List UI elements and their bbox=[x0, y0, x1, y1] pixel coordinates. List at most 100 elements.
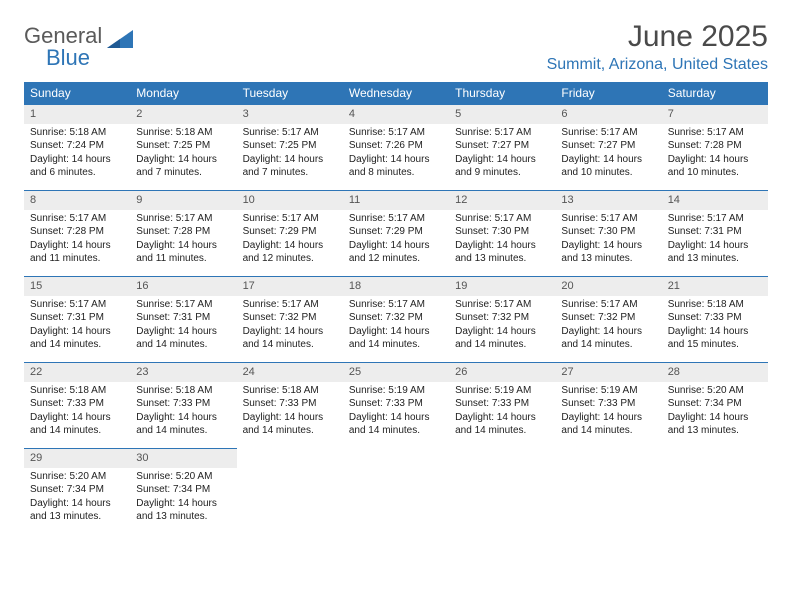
sunrise-line: Sunrise: 5:17 AM bbox=[561, 212, 655, 226]
day-number: 22 bbox=[24, 362, 130, 382]
logo: General Blue bbox=[24, 26, 133, 68]
sunset-line: Sunset: 7:30 PM bbox=[561, 225, 655, 239]
day-number: 1 bbox=[24, 104, 130, 124]
day-number: 5 bbox=[449, 104, 555, 124]
daylight-line: Daylight: 14 hours and 14 minutes. bbox=[455, 411, 549, 438]
calendar-week-row: 1Sunrise: 5:18 AMSunset: 7:24 PMDaylight… bbox=[24, 104, 768, 190]
day-cell: 8Sunrise: 5:17 AMSunset: 7:28 PMDaylight… bbox=[24, 190, 130, 276]
calendar-week-row: 22Sunrise: 5:18 AMSunset: 7:33 PMDayligh… bbox=[24, 362, 768, 448]
day-details: Sunrise: 5:20 AMSunset: 7:34 PMDaylight:… bbox=[30, 470, 124, 524]
calendar-table: SundayMondayTuesdayWednesdayThursdayFrid… bbox=[24, 82, 768, 534]
day-number: 29 bbox=[24, 448, 130, 468]
daylight-line: Daylight: 14 hours and 13 minutes. bbox=[136, 497, 230, 524]
daylight-line: Daylight: 14 hours and 14 minutes. bbox=[349, 411, 443, 438]
daylight-line: Daylight: 14 hours and 14 minutes. bbox=[136, 325, 230, 352]
sunrise-line: Sunrise: 5:17 AM bbox=[243, 298, 337, 312]
sunrise-line: Sunrise: 5:17 AM bbox=[349, 298, 443, 312]
sunrise-line: Sunrise: 5:17 AM bbox=[243, 212, 337, 226]
day-cell: 15Sunrise: 5:17 AMSunset: 7:31 PMDayligh… bbox=[24, 276, 130, 362]
day-number: 17 bbox=[237, 276, 343, 296]
sunset-line: Sunset: 7:25 PM bbox=[243, 139, 337, 153]
day-number: 28 bbox=[662, 362, 768, 382]
sunrise-line: Sunrise: 5:18 AM bbox=[668, 298, 762, 312]
sunset-line: Sunset: 7:25 PM bbox=[136, 139, 230, 153]
sunset-line: Sunset: 7:31 PM bbox=[136, 311, 230, 325]
daylight-line: Daylight: 14 hours and 14 minutes. bbox=[561, 411, 655, 438]
empty-day-cell bbox=[343, 448, 449, 534]
day-details: Sunrise: 5:17 AMSunset: 7:30 PMDaylight:… bbox=[561, 212, 655, 266]
sunset-line: Sunset: 7:32 PM bbox=[243, 311, 337, 325]
day-number: 11 bbox=[343, 190, 449, 210]
sunset-line: Sunset: 7:32 PM bbox=[561, 311, 655, 325]
day-cell: 20Sunrise: 5:17 AMSunset: 7:32 PMDayligh… bbox=[555, 276, 661, 362]
daylight-line: Daylight: 14 hours and 7 minutes. bbox=[136, 153, 230, 180]
day-number: 8 bbox=[24, 190, 130, 210]
day-number: 27 bbox=[555, 362, 661, 382]
sunset-line: Sunset: 7:34 PM bbox=[30, 483, 124, 497]
daylight-line: Daylight: 14 hours and 14 minutes. bbox=[30, 325, 124, 352]
empty-day-cell bbox=[555, 448, 661, 534]
day-cell: 30Sunrise: 5:20 AMSunset: 7:34 PMDayligh… bbox=[130, 448, 236, 534]
day-details: Sunrise: 5:18 AMSunset: 7:25 PMDaylight:… bbox=[136, 126, 230, 180]
sunset-line: Sunset: 7:34 PM bbox=[136, 483, 230, 497]
sunrise-line: Sunrise: 5:18 AM bbox=[30, 384, 124, 398]
day-number: 10 bbox=[237, 190, 343, 210]
day-cell: 17Sunrise: 5:17 AMSunset: 7:32 PMDayligh… bbox=[237, 276, 343, 362]
sunrise-line: Sunrise: 5:20 AM bbox=[136, 470, 230, 484]
day-cell: 18Sunrise: 5:17 AMSunset: 7:32 PMDayligh… bbox=[343, 276, 449, 362]
daylight-line: Daylight: 14 hours and 13 minutes. bbox=[668, 411, 762, 438]
sunrise-line: Sunrise: 5:17 AM bbox=[455, 298, 549, 312]
day-details: Sunrise: 5:17 AMSunset: 7:31 PMDaylight:… bbox=[136, 298, 230, 352]
day-number: 25 bbox=[343, 362, 449, 382]
day-details: Sunrise: 5:18 AMSunset: 7:33 PMDaylight:… bbox=[30, 384, 124, 438]
sunrise-line: Sunrise: 5:18 AM bbox=[136, 384, 230, 398]
sunset-line: Sunset: 7:28 PM bbox=[668, 139, 762, 153]
sunrise-line: Sunrise: 5:17 AM bbox=[455, 212, 549, 226]
day-details: Sunrise: 5:20 AMSunset: 7:34 PMDaylight:… bbox=[668, 384, 762, 438]
sunset-line: Sunset: 7:29 PM bbox=[243, 225, 337, 239]
sunrise-line: Sunrise: 5:18 AM bbox=[243, 384, 337, 398]
daylight-line: Daylight: 14 hours and 13 minutes. bbox=[30, 497, 124, 524]
day-details: Sunrise: 5:17 AMSunset: 7:31 PMDaylight:… bbox=[30, 298, 124, 352]
sunrise-line: Sunrise: 5:17 AM bbox=[30, 298, 124, 312]
day-number: 13 bbox=[555, 190, 661, 210]
day-number: 20 bbox=[555, 276, 661, 296]
daylight-line: Daylight: 14 hours and 14 minutes. bbox=[561, 325, 655, 352]
day-cell: 19Sunrise: 5:17 AMSunset: 7:32 PMDayligh… bbox=[449, 276, 555, 362]
daylight-line: Daylight: 14 hours and 11 minutes. bbox=[30, 239, 124, 266]
sunrise-line: Sunrise: 5:19 AM bbox=[349, 384, 443, 398]
day-number: 9 bbox=[130, 190, 236, 210]
day-number: 3 bbox=[237, 104, 343, 124]
day-cell: 6Sunrise: 5:17 AMSunset: 7:27 PMDaylight… bbox=[555, 104, 661, 190]
day-of-week-header: Sunday bbox=[24, 82, 130, 104]
sunrise-line: Sunrise: 5:20 AM bbox=[668, 384, 762, 398]
sunrise-line: Sunrise: 5:17 AM bbox=[136, 298, 230, 312]
sunrise-line: Sunrise: 5:18 AM bbox=[136, 126, 230, 140]
day-number: 14 bbox=[662, 190, 768, 210]
day-number: 6 bbox=[555, 104, 661, 124]
sunset-line: Sunset: 7:28 PM bbox=[30, 225, 124, 239]
day-number: 2 bbox=[130, 104, 236, 124]
day-details: Sunrise: 5:17 AMSunset: 7:32 PMDaylight:… bbox=[561, 298, 655, 352]
day-cell: 1Sunrise: 5:18 AMSunset: 7:24 PMDaylight… bbox=[24, 104, 130, 190]
day-details: Sunrise: 5:19 AMSunset: 7:33 PMDaylight:… bbox=[561, 384, 655, 438]
day-details: Sunrise: 5:18 AMSunset: 7:33 PMDaylight:… bbox=[243, 384, 337, 438]
day-number: 16 bbox=[130, 276, 236, 296]
sunrise-line: Sunrise: 5:17 AM bbox=[668, 126, 762, 140]
sunset-line: Sunset: 7:31 PM bbox=[30, 311, 124, 325]
day-cell: 28Sunrise: 5:20 AMSunset: 7:34 PMDayligh… bbox=[662, 362, 768, 448]
sunset-line: Sunset: 7:27 PM bbox=[561, 139, 655, 153]
day-details: Sunrise: 5:19 AMSunset: 7:33 PMDaylight:… bbox=[455, 384, 549, 438]
sunset-line: Sunset: 7:33 PM bbox=[668, 311, 762, 325]
day-details: Sunrise: 5:18 AMSunset: 7:33 PMDaylight:… bbox=[136, 384, 230, 438]
sunrise-line: Sunrise: 5:17 AM bbox=[668, 212, 762, 226]
daylight-line: Daylight: 14 hours and 6 minutes. bbox=[30, 153, 124, 180]
sunset-line: Sunset: 7:33 PM bbox=[349, 397, 443, 411]
empty-day-cell bbox=[237, 448, 343, 534]
day-details: Sunrise: 5:17 AMSunset: 7:27 PMDaylight:… bbox=[455, 126, 549, 180]
day-number: 18 bbox=[343, 276, 449, 296]
day-of-week-header: Saturday bbox=[662, 82, 768, 104]
daylight-line: Daylight: 14 hours and 10 minutes. bbox=[668, 153, 762, 180]
day-details: Sunrise: 5:20 AMSunset: 7:34 PMDaylight:… bbox=[136, 470, 230, 524]
day-details: Sunrise: 5:17 AMSunset: 7:26 PMDaylight:… bbox=[349, 126, 443, 180]
